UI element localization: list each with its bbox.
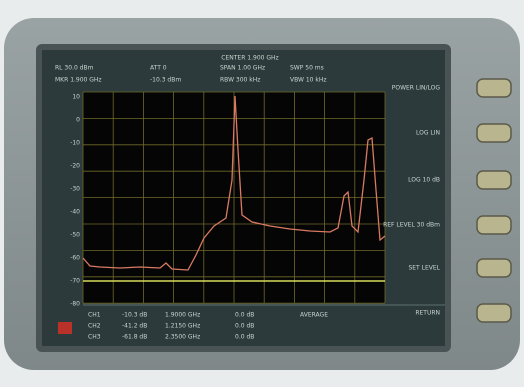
softkey-label: SET LEVEL: [408, 265, 440, 272]
y-label: -30: [70, 186, 80, 193]
table-cell: CH1: [88, 312, 101, 319]
status-text: SPAN 1.00 GHz: [220, 65, 265, 72]
softkey-label: POWER LIN/LOG: [392, 85, 441, 92]
softkey-button[interactable]: [477, 124, 511, 142]
status-text: MKR 1.900 GHz: [55, 77, 102, 84]
y-label: -60: [70, 255, 80, 262]
y-label: 10: [72, 94, 80, 101]
device-photo: CENTER 1.900 GHz RL 30.0 dBm ATT 0 SPAN 1.…: [0, 0, 524, 383]
softkey-button[interactable]: [477, 304, 511, 322]
status-text: VBW 10 kHz: [290, 77, 327, 84]
softkey-button[interactable]: [477, 79, 511, 97]
y-label: -70: [70, 278, 80, 285]
logo: [58, 322, 72, 334]
y-label: -20: [70, 163, 80, 170]
y-label: -10: [70, 140, 80, 147]
status-text: SWP 50 ms: [290, 65, 324, 72]
softkey-label: LOG 10 dB: [408, 177, 440, 184]
status-text: ATT 0: [150, 65, 167, 72]
softkey-button[interactable]: [477, 171, 511, 189]
table-cell: 1.9000 GHz: [165, 312, 200, 319]
table-cell: CH3: [88, 334, 101, 341]
status-text: -10.3 dBm: [150, 77, 181, 84]
y-label: -40: [70, 209, 80, 216]
table-cell: 0.0 dB: [235, 334, 254, 341]
softkey-label: REF LEVEL 30 dBm: [383, 222, 440, 229]
softkey-button[interactable]: [477, 259, 511, 277]
table-cell: 0.0 dB: [235, 312, 254, 319]
table-cell: CH2: [88, 323, 101, 330]
y-label: -50: [70, 232, 80, 239]
table-cell: AVERAGE: [300, 312, 328, 319]
table-cell: -10.3 dB: [122, 312, 147, 319]
table-cell: 1.2150 GHz: [165, 323, 200, 330]
table-cell: 2.3500 GHz: [165, 334, 200, 341]
table-cell: 0.0 dB: [235, 323, 254, 330]
y-label: 0: [76, 117, 80, 124]
softkey-button[interactable]: [477, 216, 511, 234]
status-text: RL 30.0 dBm: [55, 65, 94, 72]
status-text: RBW 300 kHz: [220, 77, 260, 84]
table-cell: -41.2 dB: [122, 323, 147, 330]
y-label: -80: [70, 301, 80, 308]
header-title: CENTER 1.900 GHz: [221, 55, 278, 62]
table-cell: -61.8 dB: [122, 334, 147, 341]
softkey-label: RETURN: [415, 310, 440, 317]
softkey-label: LOG LIN: [416, 130, 440, 137]
